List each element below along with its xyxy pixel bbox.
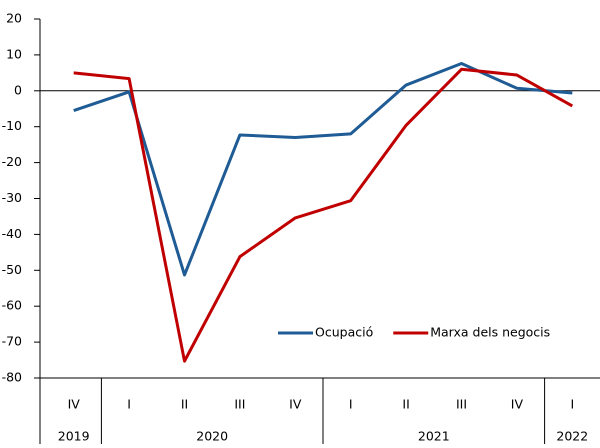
- year-label: 2020: [196, 429, 228, 444]
- y-tick-label: -70: [2, 334, 22, 349]
- y-tick-label: 10: [6, 46, 22, 61]
- x-tick-label: IV: [289, 397, 302, 412]
- x-tick-label: I: [127, 397, 131, 412]
- legend-label: Marxa dels negocis: [430, 325, 550, 340]
- y-tick-label: -50: [2, 262, 22, 277]
- year-label: 2019: [58, 429, 90, 444]
- year-label: 2022: [556, 429, 588, 444]
- y-tick-label: 0: [14, 82, 22, 97]
- year-label: 2021: [418, 429, 450, 444]
- y-tick-label: -10: [2, 118, 22, 133]
- y-tick-label: 20: [6, 11, 22, 26]
- y-tick-label: -30: [2, 190, 22, 205]
- x-tick-label: II: [402, 397, 409, 412]
- y-tick-label: -40: [2, 226, 22, 241]
- series-line: [73, 67, 574, 363]
- y-tick-label: -20: [2, 154, 22, 169]
- x-tick-label: III: [234, 397, 245, 412]
- x-tick-label: I: [349, 397, 353, 412]
- x-tick-label: IV: [68, 397, 81, 412]
- y-tick-label: -60: [2, 298, 22, 313]
- x-tick-label: IV: [511, 397, 524, 412]
- series-line: [73, 62, 573, 277]
- legend-label: Ocupació: [315, 325, 373, 340]
- y-tick-label: -80: [2, 370, 22, 385]
- x-tick-label: III: [456, 397, 467, 412]
- x-tick-label: II: [181, 397, 188, 412]
- x-tick-label: I: [570, 397, 574, 412]
